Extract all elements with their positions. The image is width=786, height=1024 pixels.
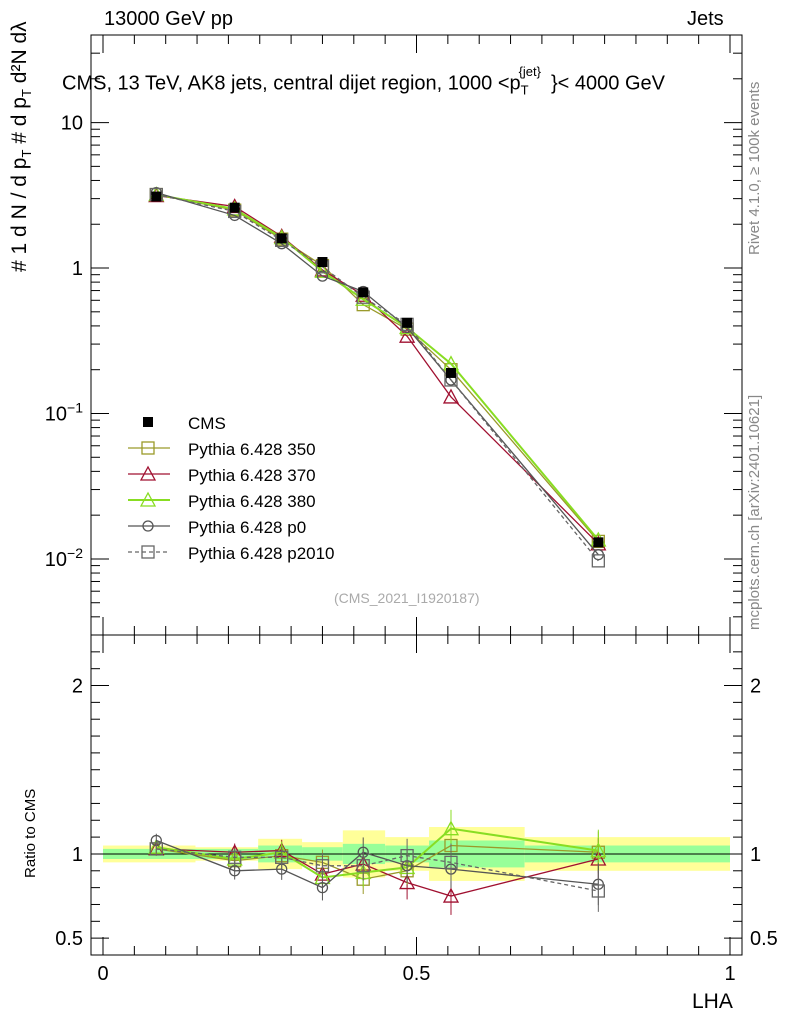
series-3-point xyxy=(316,270,329,282)
main-y-tick-label: 1 xyxy=(72,258,83,280)
plot-title-sup: {jet} xyxy=(518,64,541,79)
legend-series-2-label: Pythia 6.428 380 xyxy=(188,492,316,511)
y-axis-sub2: T xyxy=(19,89,35,98)
series-4-ratio-point xyxy=(356,859,370,873)
series-2-point xyxy=(314,262,331,278)
x-axis-label: LHA xyxy=(692,990,733,1013)
series-1-point xyxy=(442,388,460,404)
series-2-ratio-point xyxy=(442,820,460,836)
legend-cms-marker xyxy=(143,417,153,427)
series-3-ratio-line xyxy=(156,839,599,889)
plot-title: CMS, 13 TeV, AK8 jets, central dijet reg… xyxy=(62,64,665,98)
series-4-ratio-point xyxy=(400,848,414,863)
legend-series-1-label: Pythia 6.428 370 xyxy=(188,466,316,485)
plot-title-sub: T xyxy=(520,82,529,98)
cms-data-point xyxy=(445,367,456,378)
series-4-ratio-point xyxy=(275,850,289,864)
ratio-y-tick-label-right: 0.5 xyxy=(750,928,778,950)
legend-series-0-label: Pythia 6.428 350 xyxy=(188,440,316,459)
series-4-ratio-line xyxy=(156,848,599,892)
plot-title-main: CMS, 13 TeV, AK8 jets, central dijet reg… xyxy=(62,72,510,95)
series-4-line xyxy=(156,193,599,562)
ratio-y-tick-label-left: 1 xyxy=(72,844,83,866)
legend-series-3-label: Pythia 6.428 p0 xyxy=(188,518,306,537)
series-4-ratio-point xyxy=(591,884,605,898)
legend-cms-label: CMS xyxy=(188,414,226,433)
analysis-watermark: (CMS_2021_I1920187) xyxy=(334,590,480,606)
series-4-ratio-point xyxy=(228,850,242,864)
series-3-ratio-point xyxy=(316,881,329,894)
main-y-tick-label: 10−1 xyxy=(45,399,83,425)
jets-label: Jets xyxy=(687,8,724,30)
x-tick-label: 0 xyxy=(97,963,108,985)
series-1-point xyxy=(399,327,416,343)
series-0-point xyxy=(591,534,605,549)
series-4-ratio-point xyxy=(315,859,330,873)
series-4-point xyxy=(591,554,605,568)
cms-data-point xyxy=(276,233,287,244)
legend-series-2-marker xyxy=(139,491,157,507)
y-axis-hash: # xyxy=(8,260,31,272)
ratio-y-tick-label-right: 1 xyxy=(750,844,761,866)
collision-label: 13000 GeV pp xyxy=(104,8,233,30)
plot-title-end: }< 4000 GeV xyxy=(551,72,665,95)
ratio-y-tick-label-right: 2 xyxy=(750,676,761,698)
main-y-tick-label: 10 xyxy=(61,113,83,135)
series-1-ratio-point xyxy=(399,874,416,890)
series-4-ratio-point xyxy=(444,855,458,870)
y-axis-dp: d p xyxy=(8,97,31,127)
series-2-line xyxy=(156,193,600,541)
legend-series-3-marker xyxy=(142,520,154,532)
y-axis-dlambda: dλ xyxy=(8,21,31,44)
ratio-y-tick-label-left: 2 xyxy=(72,676,83,698)
x-tick-label: 1 xyxy=(724,963,735,985)
cms-data-point xyxy=(593,537,604,548)
series-2-ratio-point xyxy=(590,842,607,858)
y-axis-d2n: d²N xyxy=(8,49,31,84)
legend-series-4-marker xyxy=(141,545,155,559)
legend-series-0-marker xyxy=(141,441,155,455)
legend-series-1-marker xyxy=(139,465,157,481)
ratio-y-label: Ratio to CMS xyxy=(22,788,39,878)
mcplots-label: mcplots.cern.ch [arXiv:2401.10621] xyxy=(746,394,763,630)
series-4-ratio-point xyxy=(149,842,163,856)
plot-title-var: p xyxy=(509,72,521,95)
legend-series-4-label: Pythia 6.428 p2010 xyxy=(188,544,335,563)
series-1-ratio-point xyxy=(442,887,460,903)
cms-data-point xyxy=(151,191,162,202)
ratio-frame xyxy=(90,634,743,956)
y-axis-hash2: # xyxy=(8,132,31,144)
y-axis-one: 1 xyxy=(8,242,31,255)
main-y-tick-label: 10−2 xyxy=(45,545,83,571)
cms-data-point xyxy=(402,317,413,328)
cms-data-point xyxy=(317,257,328,268)
cms-data-point xyxy=(229,202,240,213)
cms-data-point xyxy=(358,287,369,298)
y-axis-dn: d N / d p xyxy=(8,157,31,237)
x-tick-label: 0.5 xyxy=(403,963,431,985)
y-axis-sub1: T xyxy=(19,149,35,158)
ratio-y-tick-label-left: 0.5 xyxy=(55,928,83,950)
y-axis-label: # 1 d N / d pT # d pT d²N dλ xyxy=(8,21,34,272)
series-1-line xyxy=(156,194,599,545)
series-0-line xyxy=(156,193,599,542)
rivet-label: Rivet 4.1.0, ≥ 100k events xyxy=(746,81,763,255)
